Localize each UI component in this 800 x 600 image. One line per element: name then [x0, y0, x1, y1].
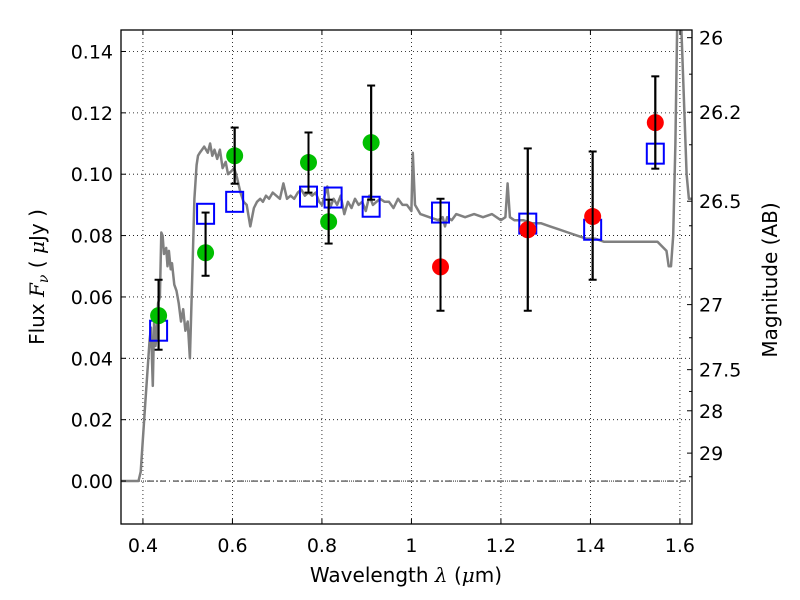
- y-axis-label-symbol: F: [25, 282, 49, 298]
- y-tick-label: 0.10: [71, 164, 113, 186]
- y2-tick-label: 27: [699, 295, 723, 317]
- x-tick-label: 0.6: [217, 535, 247, 557]
- plot-area: [121, 30, 692, 483]
- x-tick-label: 1.4: [575, 535, 605, 557]
- x-axis-label-text: Wavelength: [310, 563, 435, 587]
- x-tick-label: 1.6: [665, 535, 695, 557]
- y-tick-label: 0.08: [71, 226, 113, 248]
- model-photometry-square: [323, 186, 343, 209]
- y2-tick-label: 26.5: [699, 191, 741, 213]
- y2-tick-label: 27.5: [699, 360, 741, 382]
- x-axis-label-symbol: λ: [434, 563, 448, 587]
- y-axis-label-unit-symbol: μ: [25, 241, 49, 254]
- y2-tick-label: 26.2: [699, 102, 741, 124]
- model-spectrum-line: [121, 30, 692, 483]
- y2-axis-label: Magnitude (AB): [758, 202, 782, 357]
- y-axis-label-text: Flux: [25, 297, 49, 345]
- axes-frame: [120, 29, 693, 525]
- grid: [121, 30, 692, 524]
- y-tick-label: 0.14: [71, 41, 113, 63]
- y-tick-label: 0.02: [71, 410, 113, 432]
- x-tick-label: 1.2: [486, 535, 516, 557]
- x-axis-label-unit-symbol: μ: [462, 563, 475, 587]
- ticks: 0.4 0.6 0.8 1 1.2 1.4 1.6 0.00 0.02 0.04 0.06 0.08 0…: [71, 28, 742, 557]
- x-tick-label: 1: [405, 535, 417, 557]
- y-axis-label: Flux Fν ( μJy ): [25, 209, 52, 345]
- y-tick-label: 0.12: [71, 103, 113, 125]
- y-axis-label-subscript: ν: [36, 274, 52, 283]
- x-tick-label: 0.4: [128, 535, 158, 557]
- y-axis-label-unit-open: (: [25, 254, 49, 275]
- y-tick-label: 0.04: [71, 348, 113, 370]
- y-tick-label: 0.06: [71, 287, 113, 309]
- y-tick-label: 0.00: [71, 471, 113, 493]
- x-tick-label: 0.8: [307, 535, 337, 557]
- plot-content: [121, 30, 692, 483]
- model-photometry-square: [225, 190, 245, 213]
- y2-tick-label: 26: [699, 28, 723, 50]
- x-axis-label-unit-rest: m): [475, 563, 502, 587]
- y2-tick-label: 28: [699, 401, 723, 423]
- x-axis-label: Wavelength λ (μm): [310, 563, 502, 587]
- y2-tick-label: 29: [699, 443, 723, 465]
- y-axis-label-unit-rest: Jy ): [25, 209, 49, 243]
- x-axis-label-unit-open: (: [448, 563, 462, 587]
